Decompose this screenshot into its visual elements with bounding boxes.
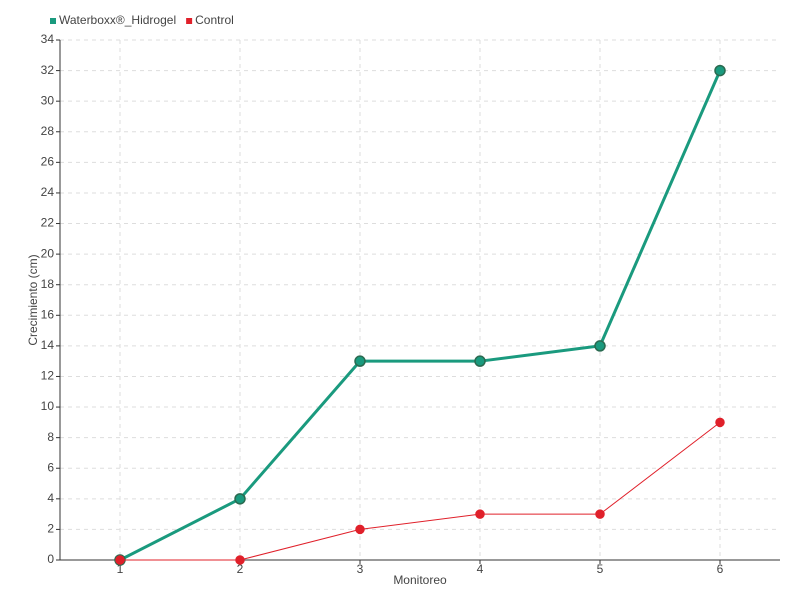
y-tick-label: 4	[47, 491, 54, 505]
y-tick-label: 26	[41, 155, 55, 169]
legend-label: Waterboxx®_Hidrogel	[59, 13, 176, 27]
y-tick-label: 14	[41, 338, 55, 352]
y-tick-label: 34	[41, 32, 55, 46]
point	[354, 355, 366, 367]
point	[234, 493, 246, 505]
legend-label: Control	[195, 13, 234, 27]
y-tick-label: 0	[47, 552, 54, 566]
x-tick-label: 5	[597, 562, 604, 576]
y-tick-label: 28	[41, 124, 55, 138]
point	[475, 509, 485, 519]
point	[355, 524, 365, 535]
y-axis-label: Crecimiento (cm)	[26, 254, 40, 345]
series-line	[119, 69, 722, 562]
x-tick-label: 1	[117, 562, 124, 576]
x-tick-label: 3	[357, 562, 364, 576]
x-tick-label: 6	[717, 562, 724, 576]
point	[595, 509, 605, 519]
series-line	[120, 421, 721, 561]
legend-swatch	[50, 18, 56, 24]
y-tick-label: 12	[41, 369, 55, 383]
point	[594, 340, 606, 352]
x-tick-label: 4	[477, 562, 484, 576]
point	[714, 64, 726, 77]
point	[235, 555, 245, 565]
y-tick-label: 24	[41, 185, 55, 199]
y-tick-label: 32	[41, 63, 55, 77]
y-tick-label: 2	[47, 522, 54, 536]
point	[715, 417, 725, 428]
point	[115, 555, 125, 565]
y-tick-label: 6	[47, 460, 54, 474]
point	[474, 355, 486, 367]
y-tick-label: 8	[47, 430, 54, 444]
y-tick-label: 18	[41, 277, 55, 291]
y-tick-label: 22	[41, 216, 55, 230]
y-tick-label: 10	[41, 399, 55, 413]
legend-swatch	[186, 18, 193, 24]
y-tick-label: 20	[41, 246, 55, 260]
y-tick-label: 16	[41, 307, 55, 321]
y-tick-label: 30	[41, 93, 55, 107]
x-tick-label: 2	[237, 562, 244, 576]
x-axis-label: Monitoreo	[393, 573, 447, 587]
